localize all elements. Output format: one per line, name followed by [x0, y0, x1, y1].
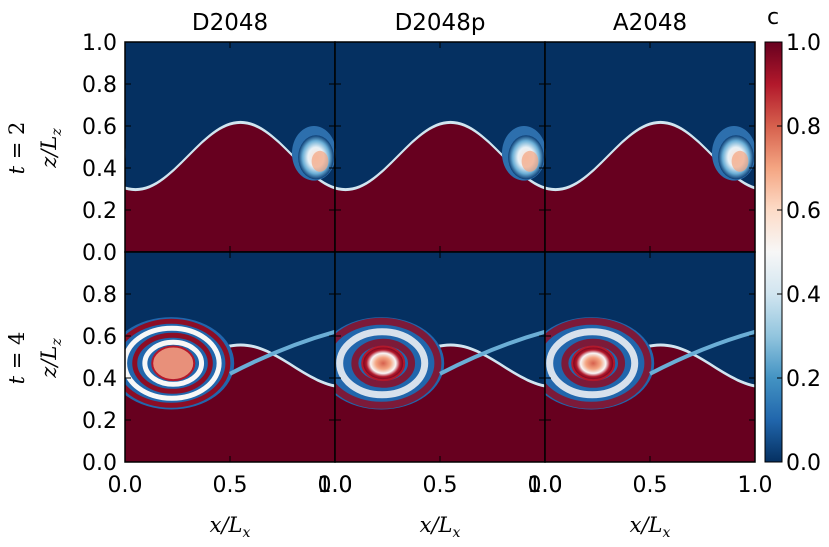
colorbar-tick-label-0.4: 0.4: [786, 283, 821, 308]
panels-group: [124, 41, 756, 463]
x-tick-label-col3-0.5: 0.5: [633, 473, 668, 498]
vortex-ring-1: [546, 328, 639, 399]
row-label-t2-value: 2: [5, 122, 29, 135]
colorbar-tick-label-0.0: 0.0: [786, 451, 821, 476]
vortex-ring-1: [336, 328, 429, 399]
colorbar: [764, 41, 783, 463]
colorbar-tick-label-0.2: 0.2: [786, 367, 821, 392]
row-label-t4-var: t: [5, 375, 29, 384]
x-tick-label-col1-0.5: 0.5: [213, 473, 248, 498]
y-tick-label-row1-0.8: 0.8: [82, 73, 117, 98]
ylabel-row1-main: z/L: [37, 136, 61, 169]
vortex-ring-2: [351, 338, 416, 388]
vortex-ring-2: [132, 332, 213, 394]
heatmap-lower-fluid: [335, 123, 545, 252]
xlabel-col2-main: x/L: [420, 513, 453, 537]
panel-r1-c2: [334, 41, 546, 253]
vortex-center-0: [311, 150, 329, 172]
vortex-ring-0: [545, 317, 652, 409]
filament: [229, 329, 335, 376]
x-tick-label-col3-0.0: 0.0: [528, 473, 563, 498]
xlabel-col2: x/Lx: [420, 513, 461, 541]
ylabel-row2-sub: z: [49, 338, 65, 347]
y-tick-label-row1-1.0: 1.0: [82, 31, 117, 56]
axes-overlay: 0.00.20.40.60.81.00.00.20.40.60.80.0 0.5 1…: [82, 31, 773, 498]
colorbar-ticks: 0.0 0.2 0.4 0.6 0.8 1.0: [777, 31, 821, 476]
vortex-ring-2: [561, 338, 626, 388]
ylabel-row1-sub: z: [49, 128, 65, 137]
column-title-d2048p: D2048p: [395, 10, 486, 36]
filament: [439, 329, 545, 376]
y-tick-label-row2-0.8: 0.8: [82, 283, 117, 308]
xlabel-col3-sub: x: [662, 525, 670, 541]
filament: [649, 329, 755, 376]
y-tick-label-row1-0.0: 0.0: [82, 241, 117, 266]
row-label-t4: t = 4: [5, 332, 29, 385]
x-tick-label-col2-1.0: 1.0: [528, 473, 563, 498]
row-label-t4-value: 4: [5, 332, 29, 345]
vortex-ring-0: [125, 318, 231, 408]
column-title-d2048: D2048: [192, 10, 268, 36]
vortex-ring-3: [142, 339, 205, 387]
panel-r2-c2: [334, 251, 546, 463]
y-tick-label-row2-0.6: 0.6: [82, 325, 117, 350]
ylabel-row1: z/Lz: [37, 128, 65, 169]
ylabel-row2: z/Lz: [37, 338, 65, 379]
y-tick-label-row2-0.0: 0.0: [82, 451, 117, 476]
x-tick-label-col2-0.0: 0.0: [318, 473, 353, 498]
row-label-t2-var: t: [5, 165, 29, 174]
x-tick-label-col2-0.5: 0.5: [423, 473, 458, 498]
colorbar-tick-label-0.6: 0.6: [786, 199, 821, 224]
panel-r2-c1: [124, 251, 336, 463]
y-tick-label-row2-0.4: 0.4: [82, 367, 117, 392]
vortex-ring-0: [335, 317, 442, 409]
heatmap-lower-fluid: [545, 123, 755, 252]
colorbar-label: c: [767, 5, 779, 30]
y-tick-label-row1-0.6: 0.6: [82, 115, 117, 140]
colorbar-tick-label-0.8: 0.8: [786, 115, 821, 140]
y-tick-label-row2-0.2: 0.2: [82, 409, 117, 434]
x-tick-label-col1-0.0: 0.0: [108, 473, 143, 498]
xlabel-col1-sub: x: [242, 525, 250, 541]
column-title-a2048: A2048: [613, 10, 687, 36]
vortex-ring-1: [125, 325, 222, 401]
vortex-core: [361, 345, 406, 382]
xlabel-col1: x/Lx: [210, 513, 251, 541]
heatmap-lower-fluid: [125, 123, 335, 252]
row-label-t2: t = 2: [5, 122, 29, 175]
xlabel-col2-sub: x: [452, 525, 460, 541]
row-label-t2-eq: =: [5, 135, 29, 166]
ylabel-row2-main: z/L: [37, 346, 61, 379]
colorbar-tick-label-1.0: 1.0: [786, 31, 821, 56]
panel-r1-c1: [124, 41, 336, 253]
x-tick-label-col1-1.0: 1.0: [318, 473, 353, 498]
panel-r2-c3: [544, 251, 756, 463]
xlabel-col3-main: x/L: [630, 513, 663, 537]
vortex-core: [571, 345, 616, 382]
vortex-core: [151, 345, 196, 382]
y-tick-label-row1-0.2: 0.2: [82, 199, 117, 224]
x-tick-label-col3-1.0: 1.0: [738, 473, 773, 498]
xlabel-col3: x/Lx: [630, 513, 671, 541]
y-tick-label-row1-0.4: 0.4: [82, 157, 117, 182]
xlabel-col1-main: x/L: [210, 513, 243, 537]
panel-r1-c3: [544, 41, 756, 253]
vortex-center-0: [521, 150, 539, 172]
vortex-center-0: [731, 150, 749, 172]
row-label-t4-eq: =: [5, 345, 29, 376]
